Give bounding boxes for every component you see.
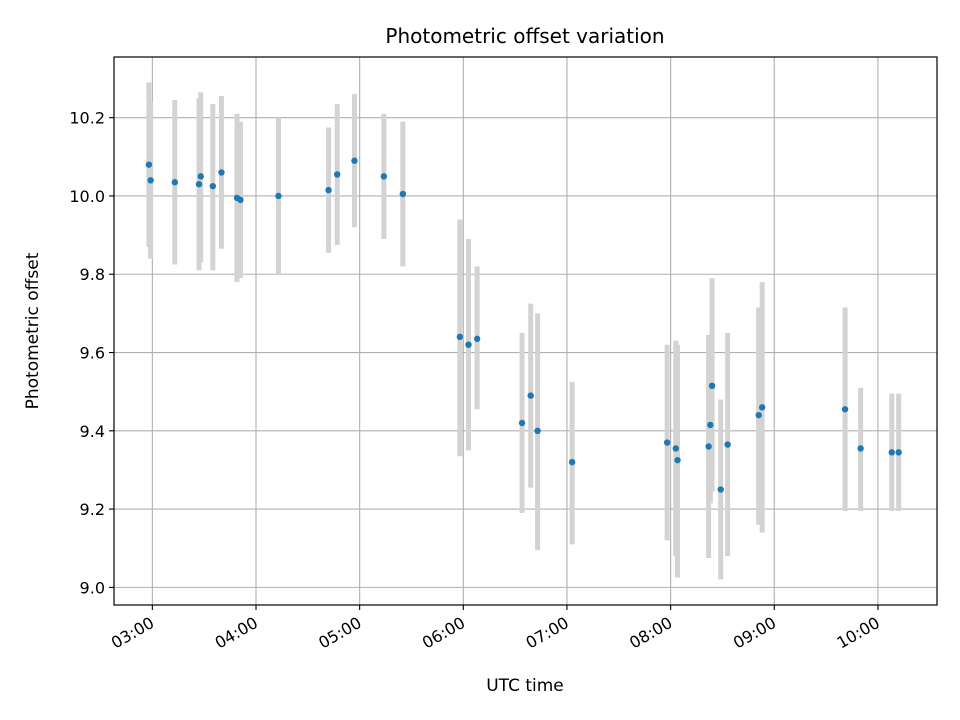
y-tick-label: 10.2 — [69, 109, 105, 128]
data-point — [473, 335, 481, 343]
data-point — [755, 411, 762, 419]
data-point — [465, 341, 472, 348]
data-point — [237, 196, 244, 204]
data-point — [717, 486, 724, 493]
data-point — [197, 173, 204, 180]
x-tick-label: 10:00 — [833, 613, 882, 653]
x-tick-label: 03:00 — [108, 613, 157, 653]
y-axis-label: Photometric offset — [23, 252, 43, 409]
x-axis: 03:00 04:00 05:00 06:00 07:00 08:00 09:00 10:00 — [108, 605, 883, 653]
data-point — [705, 443, 712, 450]
data-point — [841, 406, 849, 413]
data-point — [456, 333, 464, 341]
data-point — [568, 458, 576, 466]
x-tick-label: 04:00 — [212, 613, 261, 653]
data-point — [895, 449, 902, 456]
y-tick-label: 9.8 — [80, 265, 105, 284]
error-bars — [146, 82, 902, 580]
data-point — [195, 181, 203, 188]
data-point — [724, 441, 731, 448]
x-tick-label: 09:00 — [730, 613, 779, 653]
data-point — [275, 192, 282, 200]
data-point — [674, 456, 681, 464]
x-tick-label: 06:00 — [419, 613, 468, 653]
data-point — [333, 171, 341, 178]
data-point — [325, 186, 332, 194]
data-point — [888, 449, 895, 456]
data-point — [209, 182, 217, 190]
data-point — [663, 439, 671, 446]
y-tick-label: 9.0 — [80, 578, 105, 597]
data-point — [758, 404, 766, 411]
data-point — [380, 173, 388, 180]
x-tick-label: 05:00 — [315, 613, 364, 653]
data-point — [218, 169, 225, 176]
x-tick-label: 07:00 — [523, 613, 572, 653]
x-axis-label: UTC time — [486, 676, 564, 696]
data-point — [518, 419, 526, 427]
data-markers — [145, 157, 902, 493]
plot-frame — [113, 56, 938, 606]
chart-title: Photometric offset variation — [385, 24, 664, 48]
data-point — [708, 382, 716, 389]
data-point — [399, 190, 407, 198]
y-tick-label: 9.6 — [80, 344, 105, 363]
data-point — [351, 157, 358, 164]
data-point — [534, 427, 541, 435]
grid — [114, 57, 937, 605]
data-point — [145, 161, 153, 168]
y-tick-label: 9.4 — [80, 422, 105, 441]
data-point — [707, 421, 714, 429]
y-tick-label: 10.0 — [69, 187, 105, 206]
y-tick-label: 9.2 — [80, 500, 105, 519]
data-point — [527, 392, 534, 399]
data-point — [857, 445, 864, 452]
data-point — [171, 179, 179, 186]
y-axis: 9.0 9.2 9.4 9.6 9.8 10.0 10.2 — [69, 109, 114, 597]
x-tick-label: 08:00 — [626, 613, 675, 653]
data-point — [147, 177, 154, 184]
data-point — [672, 445, 679, 452]
